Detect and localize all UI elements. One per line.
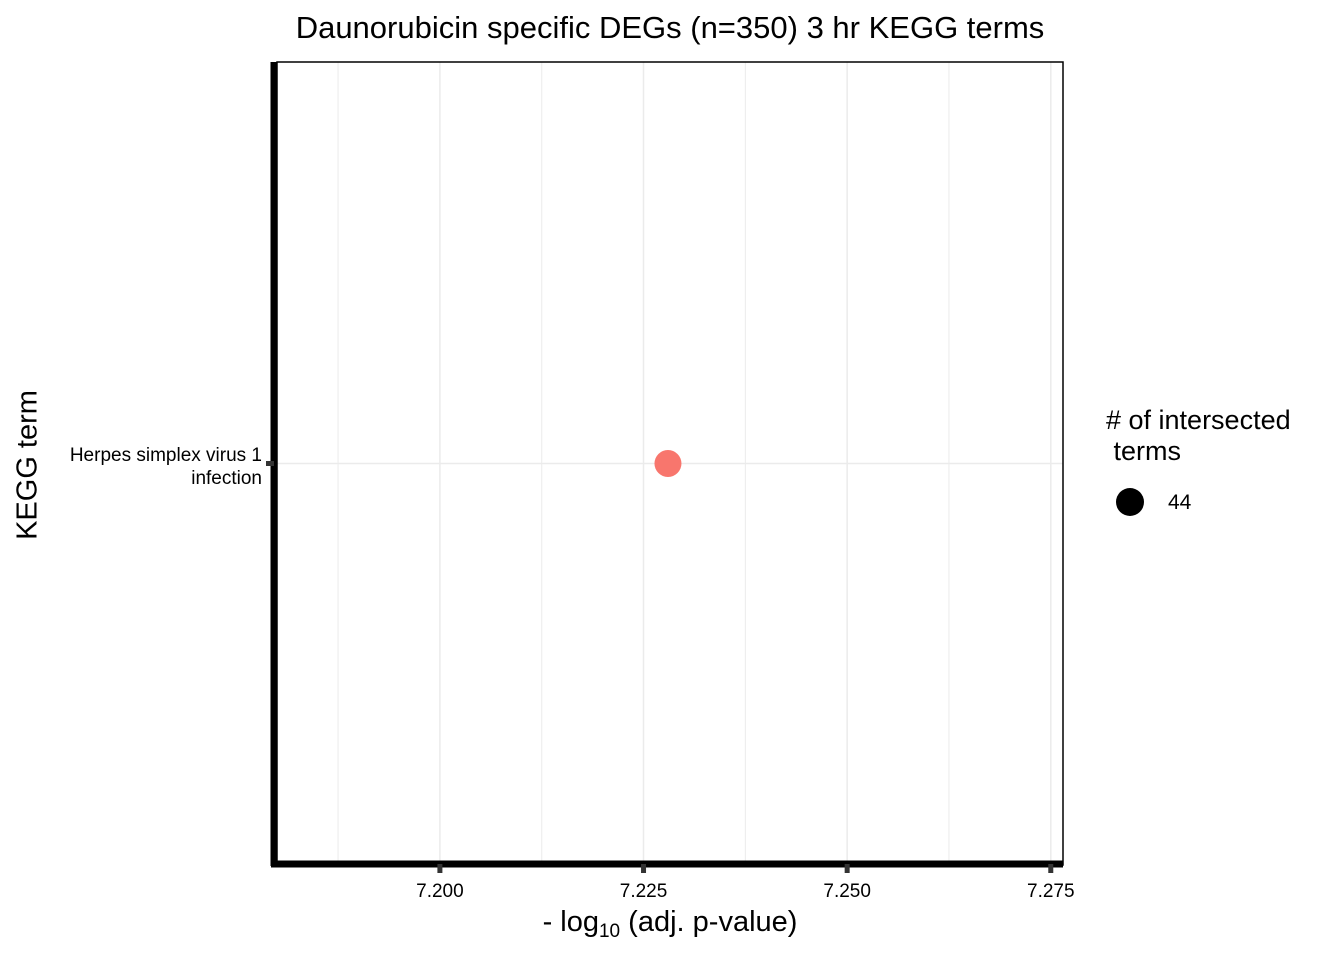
chart-title: Daunorubicin specific DEGs (n=350) 3 hr … [295,10,1045,45]
y-tick-label: Herpes simplex virus 1 infection [69,445,262,489]
x-axis-title-suffix: (adj. p-value) [620,906,798,938]
legend-title: # of intersected terms [1106,405,1291,466]
x-axis-title: - log10 (adj. p-value) [543,906,798,943]
data-points [654,450,682,477]
x-tick-label: 7.275 [1027,881,1075,902]
legend: # of intersected terms 44 [1106,405,1291,516]
axis-ticks: 7.200 7.225 7.250 7.275 [266,461,1075,902]
x-tick-label: 7.200 [416,881,464,902]
legend-key-dot [1116,488,1144,516]
x-axis-title-subscript: 10 [598,921,621,942]
x-axis-title-prefix: - log [542,906,599,938]
x-tick-label: 7.250 [823,881,871,902]
legend-entry-label: 44 [1168,491,1192,514]
x-tick-label: 7.225 [620,881,668,902]
data-point [654,450,682,477]
